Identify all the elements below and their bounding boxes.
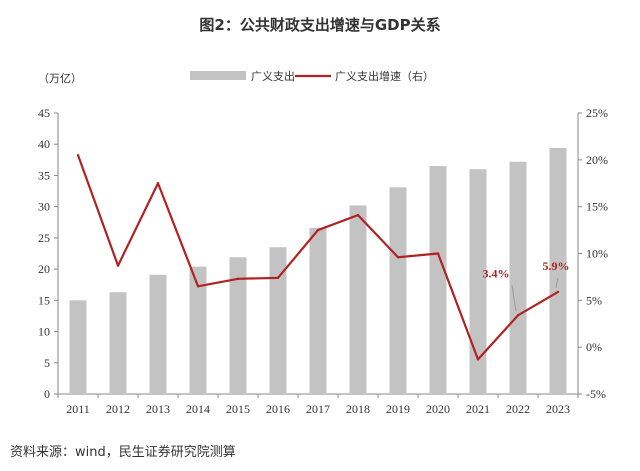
growth-point [396,256,400,259]
x-tick-label: 2020 [426,402,450,416]
bar [69,300,87,394]
bar [309,227,327,394]
x-tick-label: 2022 [506,402,530,416]
legend-label-line: 广义支出增速（右） [335,69,434,83]
right-tick-label: -5% [586,387,606,401]
x-tick-label: 2023 [546,402,570,416]
bar [269,247,287,394]
x-tick-label: 2018 [346,402,370,416]
tick-labels: 0 5 10 15 20 25 30 35 40 45 -5% 0% 5% 10% 15% 20% 25% 201… [38,72,608,416]
x-tick-label: 2015 [226,402,250,416]
growth-point [316,228,320,232]
left-tick-label: 10 [38,325,50,339]
legend-swatch-bar [190,71,246,80]
left-axis-unit: （万亿） [38,72,82,85]
left-tick-label: 15 [38,293,50,307]
x-tick-label: 2014 [186,402,210,416]
x-tick-label: 2017 [306,402,330,416]
legend: 广义支出 广义支出增速（右） [190,69,434,83]
growth-point [436,252,440,255]
annotation-leader [511,285,517,312]
left-tick-label: 0 [44,387,50,401]
bar [229,257,247,394]
annotation-leader [555,277,559,289]
annotation-label: 3.4% [483,266,510,280]
growth-point [156,182,160,185]
x-tick-label: 2021 [466,402,490,416]
growth-point [516,314,520,317]
x-tick-label: 2012 [106,402,130,416]
bar [149,274,167,394]
left-tick-label: 45 [38,106,50,120]
right-tick-label: 10% [586,247,608,261]
left-tick-label: 25 [38,231,50,245]
left-tick-label: 20 [38,262,50,276]
annotation-label: 5.9% [543,259,570,273]
x-tick-label: 2013 [146,402,170,416]
left-tick-label: 30 [38,200,50,214]
growth-point [356,213,360,217]
left-tick-label: 40 [38,137,50,151]
annotations: 3.4% 5.9% [483,259,570,312]
bar [389,187,407,394]
growth-point [236,277,240,280]
x-tick-label: 2016 [266,402,290,416]
growth-point [116,264,120,267]
right-tick-label: 0% [586,340,602,354]
growth-point [196,285,200,288]
right-tick-label: 25% [586,106,608,120]
x-tick-label: 2019 [386,402,410,416]
x-tick-label: 2011 [66,402,90,416]
bar-series [69,147,567,394]
right-tick-label: 20% [586,153,608,167]
bar [349,205,367,394]
line-series [76,153,560,361]
right-tick-label: 5% [586,293,602,307]
growth-point [556,290,560,294]
growth-point [476,358,480,361]
bar [429,166,447,394]
growth-point [276,276,280,280]
left-tick-label: 5 [44,356,50,370]
bar [469,169,487,394]
bar [189,266,207,394]
source-note: 资料来源：wind，民生证券研究院测算 [10,445,236,460]
chart-title: 图2：公共财政支出增速与GDP关系 [199,16,441,34]
bar [549,147,567,394]
bar [509,161,527,394]
growth-point [76,153,80,157]
bar [109,292,127,394]
legend-label-bar: 广义支出 [251,69,295,83]
right-tick-label: 15% [586,200,608,214]
left-tick-label: 35 [38,168,50,182]
